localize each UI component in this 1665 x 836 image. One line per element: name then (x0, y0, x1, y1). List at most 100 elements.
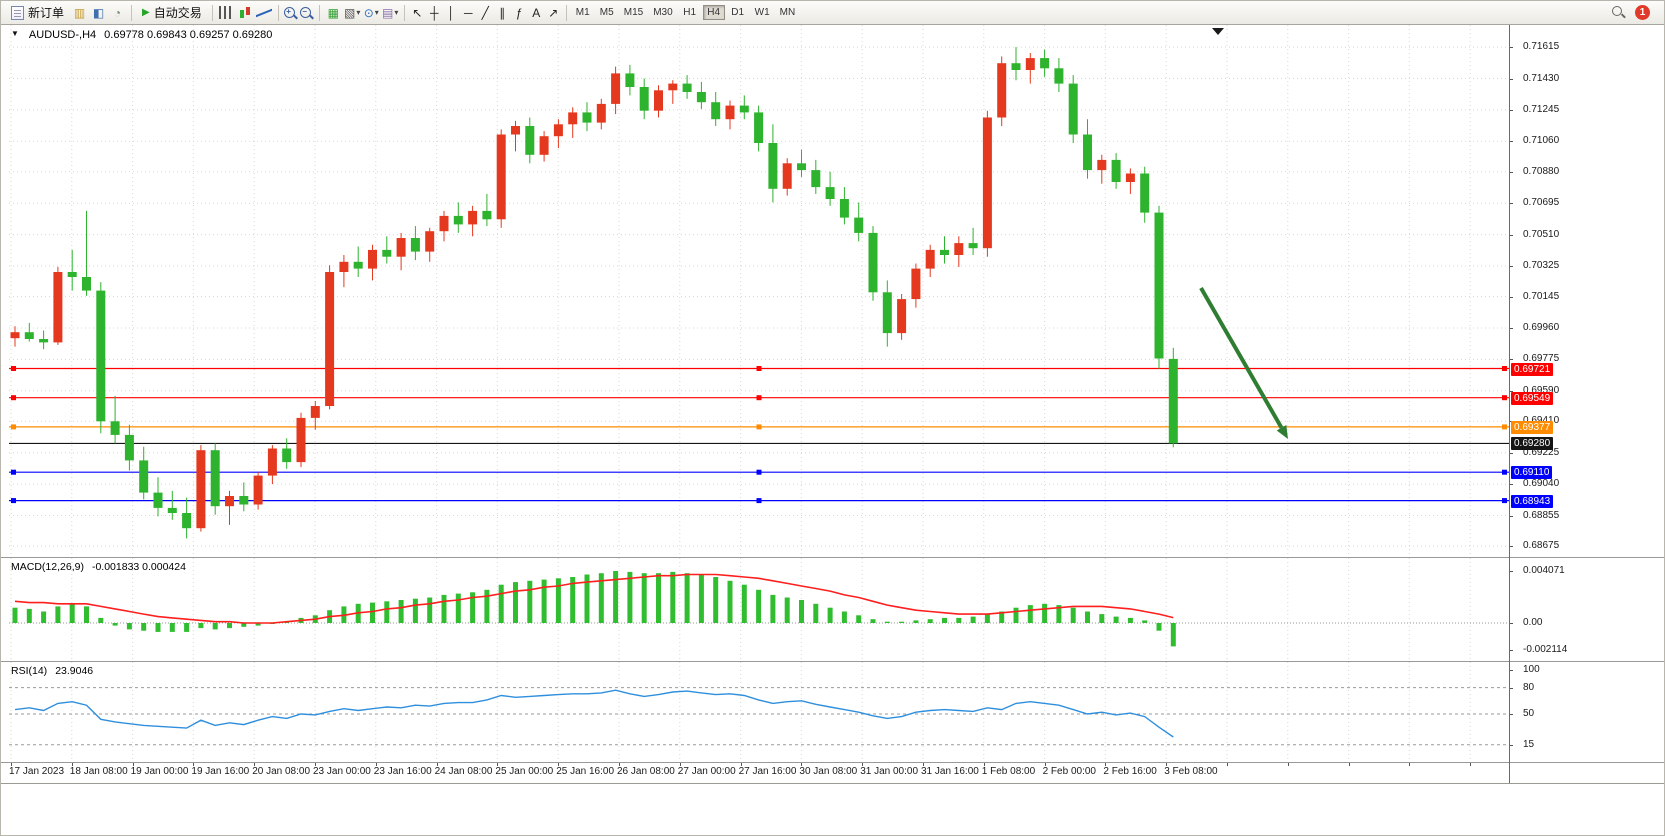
tile-windows-icon[interactable]: ▦ (324, 4, 343, 22)
rsi-label: RSI(14) (11, 665, 48, 677)
time-axis-tick (1227, 763, 1228, 766)
horizontal-line-0.69110[interactable] (9, 469, 1509, 475)
timeframe-button-m30[interactable]: M30 (653, 7, 673, 18)
rsi-grid (9, 662, 1509, 762)
periods-icon[interactable]: ⊙ (362, 4, 381, 22)
trend-arrow-annotation[interactable] (1199, 287, 1288, 439)
price-axis-tick (1509, 141, 1513, 143)
timeframe-button-m1[interactable]: M1 (575, 7, 590, 18)
rsi-axis-tick (1509, 744, 1513, 746)
navigator-icon[interactable]: ◔ (113, 5, 122, 20)
panel-divider-macd-rsi[interactable] (1, 661, 1664, 662)
horizontal-line-0.69721[interactable] (9, 366, 1509, 371)
periods-icon-glyph: ⊙ (363, 5, 374, 20)
zoom-in-icon-sign: + (286, 7, 291, 16)
price-axis-tick (1509, 234, 1513, 236)
vertical-line-icon[interactable]: │ (447, 5, 455, 20)
price-axis-tick (1509, 328, 1513, 329)
horizontal-line-0.69377[interactable] (9, 424, 1509, 430)
rsi-axis-label: 80 (1523, 681, 1535, 693)
timeframe-button-d1[interactable]: D1 (731, 7, 745, 18)
rsi-axis-tick (1509, 687, 1513, 689)
time-axis-label: 2 Feb 00:00 (1042, 766, 1096, 777)
search-icon[interactable] (1611, 5, 1626, 20)
horizontal-line-icon[interactable]: ─ (463, 5, 473, 20)
macd-label: MACD(12,26,9) (11, 561, 84, 573)
panel-divider-main-macd[interactable] (1, 557, 1664, 558)
price-axis-tick (1509, 484, 1513, 486)
time-axis-label: 17 Jan 2023 (9, 766, 65, 777)
rsi-indicator-title: RSI(14) 23.9046 (11, 665, 93, 677)
macd-panel-canvas[interactable] (9, 558, 1509, 661)
time-axis-label: 18 Jan 08:00 (69, 766, 128, 777)
price-axis-label: 0.69775 (1523, 353, 1560, 365)
price-chart-canvas[interactable] (9, 25, 1509, 557)
bar-chart-icon-glyph (218, 6, 234, 19)
time-axis-tick (801, 763, 803, 766)
autotrading-button[interactable]: ▶ 自动交易 (136, 3, 208, 23)
notification-badge[interactable]: 1 (1635, 5, 1650, 20)
time-axis-tick (558, 763, 560, 766)
zoom-in-icon[interactable]: + (283, 5, 299, 21)
macd-axis-label: 0.00 (1523, 617, 1543, 628)
hline-price-badge: 0.69377 (1511, 420, 1554, 434)
rsi-panel-canvas[interactable] (9, 662, 1509, 762)
price-axis-label: 0.71430 (1523, 72, 1560, 84)
time-axis-label: 24 Jan 08:00 (434, 766, 493, 777)
toolbar-separator (211, 4, 213, 21)
price-axis-label: 0.69225 (1523, 446, 1560, 458)
bar-chart-icon[interactable] (217, 4, 236, 22)
crosshair-icon[interactable]: ┼ (429, 5, 439, 20)
price-axis[interactable]: 0.71615 0.71430 0.71245 0.71060 0.70880 0.706… (1509, 25, 1664, 783)
price-axis-tick (1509, 390, 1513, 392)
horizontal-line-0.69549[interactable] (9, 395, 1509, 401)
zoom-out-icon[interactable]: − (299, 5, 315, 21)
time-axis-tick (1409, 763, 1411, 766)
charts-icon[interactable]: ▥ (73, 5, 86, 20)
timeframe-button-m5[interactable]: M5 (599, 7, 614, 18)
line-chart-icon[interactable] (255, 4, 274, 22)
time-axis[interactable]: 17 Jan 2023 18 Jan 08:00 19 Jan 00:00 19 Ja… (1, 763, 1509, 783)
toolbar-right-group: 1 (1611, 5, 1660, 20)
channel-icon[interactable]: ∥ (499, 5, 506, 20)
templates-icon[interactable]: ▤ (381, 4, 400, 22)
rsi-value: 23.9046 (55, 665, 94, 677)
new-chart-icon[interactable]: ▧ (343, 4, 362, 22)
rsi-axis-tick (1509, 670, 1513, 671)
price-axis-tick (1509, 109, 1513, 111)
tile-windows-icon-glyph: ▦ (327, 5, 339, 20)
hline-price-badge: 0.69721 (1511, 362, 1554, 376)
timeframe-button-mn[interactable]: MN (779, 7, 796, 18)
timeframe-button-m15[interactable]: M15 (623, 7, 644, 18)
trendline-icon[interactable]: ╱ (481, 5, 489, 20)
cursor-icon[interactable]: ↖ (412, 5, 423, 20)
price-axis-label: 0.71615 (1523, 41, 1560, 53)
chart-title: ▼ AUDUSD-,H4 0.69778 0.69843 0.69257 0.6… (11, 29, 272, 41)
candlestick-chart-icon[interactable] (236, 4, 255, 22)
time-axis-tick (740, 763, 742, 766)
timeframe-button-h4[interactable]: H4 (702, 5, 725, 20)
price-axis-label: 0.70145 (1523, 290, 1560, 302)
one-click-trading-arrow[interactable]: ▼ (11, 29, 19, 38)
price-axis-label: 0.70695 (1523, 197, 1560, 209)
text-icon[interactable]: A (532, 5, 541, 20)
time-axis-label: 27 Jan 00:00 (677, 766, 736, 777)
rsi-axis-label: 100 (1523, 664, 1540, 675)
hline-price-badge: 0.69549 (1511, 391, 1554, 405)
new-order-icon (11, 5, 24, 20)
hline-price-badge: 0.69110 (1511, 466, 1553, 480)
macd-axis-tick (1509, 650, 1513, 651)
templates-icon-glyph: ▤ (382, 5, 394, 20)
chart-shift-marker[interactable] (1212, 28, 1224, 35)
timeframe-button-h1[interactable]: H1 (683, 7, 697, 18)
time-axis-label: 25 Jan 16:00 (556, 766, 615, 777)
timeframe-button-w1[interactable]: W1 (754, 7, 770, 18)
fibonacci-icon[interactable]: ƒ (515, 5, 523, 20)
time-axis-tick (923, 763, 924, 766)
market-watch-icon[interactable]: ◧ (92, 5, 105, 20)
new-order-button[interactable]: 新订单 (5, 3, 70, 23)
arrows-icon[interactable]: ↗ (548, 5, 559, 20)
time-axis-tick (436, 763, 438, 766)
price-axis-tick (1509, 546, 1513, 548)
